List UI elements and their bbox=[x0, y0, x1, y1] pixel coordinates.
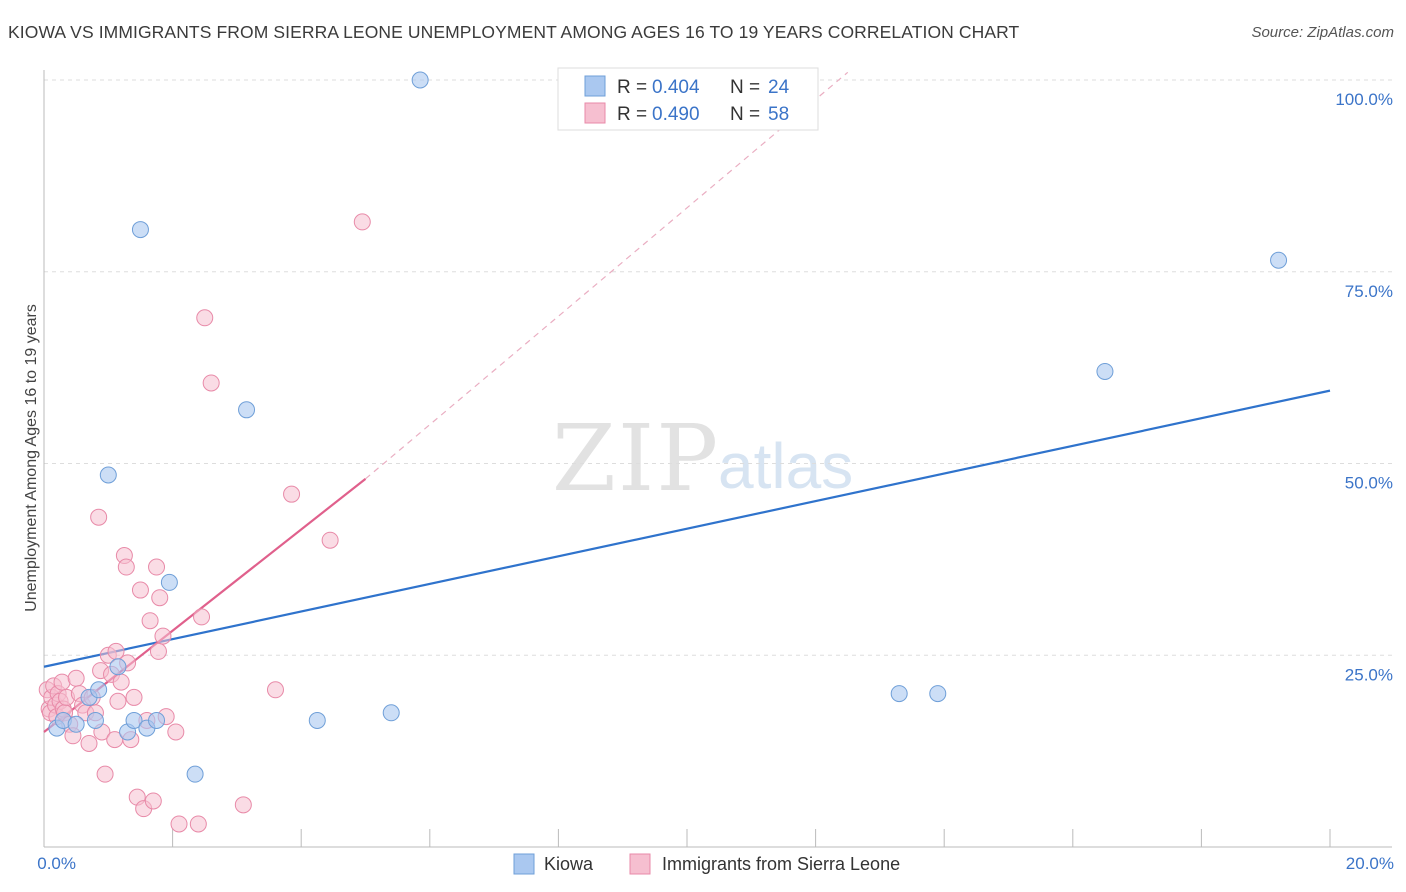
point-kiowa bbox=[308, 711, 326, 729]
point-sierra-leone bbox=[170, 815, 188, 833]
point-kiowa bbox=[67, 715, 85, 733]
point-sierra-leone bbox=[67, 669, 85, 687]
point-sierra-leone bbox=[80, 734, 98, 752]
point-sierra-leone bbox=[117, 558, 135, 576]
point-kiowa bbox=[148, 711, 166, 729]
legend-n-value-kiowa: 24 bbox=[768, 77, 790, 98]
point-sierra-leone bbox=[149, 642, 167, 660]
y-tick-labels: 25.0% 50.0% 75.0% 100.0% bbox=[1335, 90, 1393, 684]
x-tick-label-max: 20.0% bbox=[1346, 854, 1394, 873]
point-kiowa bbox=[238, 401, 256, 419]
point-sierra-leone bbox=[109, 692, 127, 710]
point-sierra-leone bbox=[154, 627, 172, 645]
point-sierra-leone bbox=[148, 558, 166, 576]
point-kiowa bbox=[99, 466, 117, 484]
point-sierra-leone bbox=[266, 681, 284, 699]
y-tick-label: 100.0% bbox=[1335, 90, 1393, 109]
legend-r-value-sierra-leone: 0.490 bbox=[652, 104, 700, 125]
point-sierra-leone bbox=[196, 309, 214, 327]
series-sierra-leone-points bbox=[38, 213, 371, 833]
gridlines bbox=[44, 79, 1392, 656]
point-sierra-leone bbox=[53, 673, 71, 691]
chart-title: KIOWA VS IMMIGRANTS FROM SIERRA LEONE UN… bbox=[8, 22, 1020, 42]
point-kiowa bbox=[186, 765, 204, 783]
point-sierra-leone bbox=[283, 485, 301, 503]
y-tick-label: 25.0% bbox=[1345, 665, 1393, 684]
series-legend: Kiowa Immigrants from Sierra Leone bbox=[513, 853, 900, 875]
point-kiowa bbox=[90, 681, 108, 699]
watermark-atlas: atlas bbox=[718, 430, 853, 502]
point-kiowa bbox=[411, 71, 429, 89]
point-sierra-leone bbox=[353, 213, 371, 231]
point-kiowa bbox=[131, 221, 149, 239]
point-kiowa bbox=[160, 573, 178, 591]
trend-lines bbox=[43, 71, 1331, 733]
point-kiowa bbox=[1270, 251, 1288, 269]
trend-line-kiowa bbox=[43, 389, 1331, 668]
point-sierra-leone bbox=[151, 589, 169, 607]
point-sierra-leone bbox=[131, 581, 149, 599]
watermark-zip: ZIP bbox=[552, 405, 720, 512]
point-sierra-leone bbox=[189, 815, 207, 833]
correlation-legend: R = 0.404 N = 24 R = 0.490 N = 58 bbox=[557, 67, 819, 131]
point-kiowa bbox=[382, 704, 400, 722]
y-tick-label: 75.0% bbox=[1345, 282, 1393, 301]
point-sierra-leone bbox=[144, 792, 162, 810]
point-sierra-leone bbox=[193, 608, 211, 626]
point-sierra-leone bbox=[167, 723, 185, 741]
point-sierra-leone bbox=[96, 765, 114, 783]
y-tick-label: 50.0% bbox=[1345, 474, 1393, 493]
watermark: ZIP atlas bbox=[552, 405, 853, 512]
point-kiowa bbox=[890, 685, 908, 703]
point-sierra-leone bbox=[321, 531, 339, 549]
point-sierra-leone bbox=[125, 688, 143, 706]
point-kiowa bbox=[109, 658, 127, 676]
bottom-legend-swatch-kiowa bbox=[513, 853, 535, 875]
x-tick-label-min: 0.0% bbox=[37, 854, 76, 873]
legend-r-value-kiowa: 0.404 bbox=[652, 77, 700, 98]
bottom-legend-label-sierra-leone: Immigrants from Sierra Leone bbox=[662, 854, 900, 874]
point-sierra-leone bbox=[112, 673, 130, 691]
point-sierra-leone bbox=[90, 508, 108, 526]
x-ticks bbox=[43, 829, 1331, 847]
bottom-legend-swatch-sierra-leone bbox=[629, 853, 651, 875]
legend-r-label-sierra-leone: R = bbox=[617, 104, 647, 125]
legend-r-label-kiowa: R = bbox=[617, 77, 647, 98]
source-credit: Source: ZipAtlas.com bbox=[1251, 24, 1394, 41]
series-kiowa-points bbox=[48, 71, 1288, 783]
bottom-legend-label-kiowa: Kiowa bbox=[544, 854, 594, 874]
point-kiowa bbox=[86, 711, 104, 729]
point-kiowa bbox=[125, 711, 143, 729]
point-kiowa bbox=[929, 685, 947, 703]
legend-n-label-kiowa: N = bbox=[730, 77, 760, 98]
legend-n-value-sierra-leone: 58 bbox=[768, 104, 789, 125]
legend-n-label-sierra-leone: N = bbox=[730, 104, 760, 125]
point-kiowa bbox=[1096, 362, 1114, 380]
point-sierra-leone bbox=[141, 612, 159, 630]
legend-swatch-kiowa bbox=[584, 75, 606, 97]
legend-swatch-sierra-leone bbox=[584, 102, 606, 124]
point-sierra-leone bbox=[234, 796, 252, 814]
y-axis-label: Unemployment Among Ages 16 to 19 years bbox=[23, 304, 40, 612]
point-sierra-leone bbox=[202, 374, 220, 392]
